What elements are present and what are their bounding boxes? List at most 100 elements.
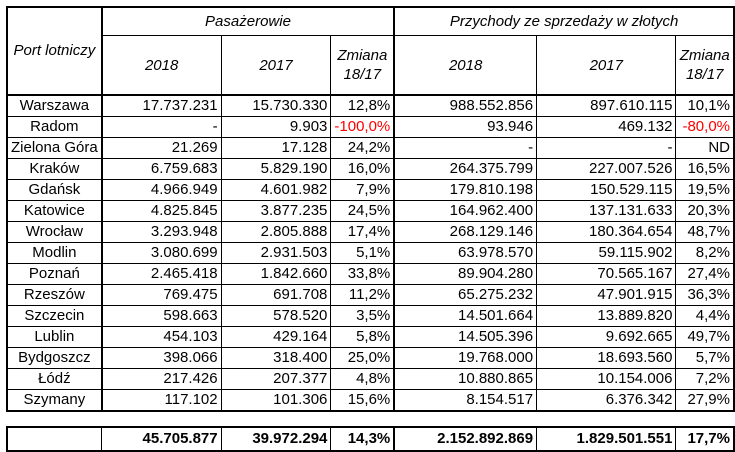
pax-change-cell: 12,8% [330,94,396,117]
table-row: Katowice 4.825.845 3.877.235 24,5% 164.962.4… [6,200,735,222]
rev-change-cell: 49,7% [675,326,735,348]
airport-cell: Katowice [6,200,103,222]
pax-change-cell: -100,0% [330,116,396,138]
pax-change-cell: 15,6% [330,389,396,412]
rev-change-cell: 10,1% [675,94,735,117]
rev-2018-cell: 179.810.198 [393,179,538,201]
header-port: Port lotniczy [6,6,103,96]
rev-2017-cell: 150.529.115 [536,179,677,201]
rev-2017-cell: 897.610.115 [536,94,677,117]
pax-2017-cell: 3.877.235 [220,200,332,222]
table-body: Warszawa 17.737.231 15.730.330 12,8% 988.552… [6,94,735,412]
rev-2017-cell: 18.693.560 [536,347,677,369]
rev-2017-cell: 227.007.526 [536,158,677,180]
airport-cell: Zielona Góra [6,137,103,159]
pax-change-cell: 25,0% [330,347,396,369]
rev-change-cell: 27,9% [675,389,735,412]
pax-2017-cell: 15.730.330 [220,94,332,117]
rev-change-cell: -80,0% [675,116,735,138]
airport-cell: Wrocław [6,221,103,243]
rev-2018-cell: 988.552.856 [393,94,538,117]
pax-2018-cell: 21.269 [101,137,222,159]
pax-2017-cell: 9.903 [220,116,332,138]
rev-2017-cell: 6.376.342 [536,389,677,412]
airport-cell: Szczecin [6,305,103,327]
rev-2018-cell: 164.962.400 [393,200,538,222]
pax-2018-cell: 217.426 [101,368,222,390]
pax-2018-cell: 6.759.683 [101,158,222,180]
pax-2018-cell: 2.465.418 [101,263,222,285]
pax-2017-cell: 318.400 [220,347,332,369]
rev-2017-cell: 10.154.006 [536,368,677,390]
table-row: Wrocław 3.293.948 2.805.888 17,4% 268.129.14… [6,221,735,243]
header-rev-2018: 2018 [394,35,538,96]
table-row: Rzeszów 769.475 691.708 11,2% 65.275.232 47.9… [6,284,735,306]
table-row: Warszawa 17.737.231 15.730.330 12,8% 988.552… [6,94,735,117]
pax-2018-cell: - [101,116,222,138]
pax-2017-cell: 578.520 [220,305,332,327]
rev-2017-cell: 9.692.665 [536,326,677,348]
airport-cell: Łódź [6,368,103,390]
pax-2018-cell: 17.737.231 [101,94,222,117]
header-group-revenue: Przychody ze sprzedaży w złotych [394,6,735,36]
rev-2017-cell: 47.901.915 [536,284,677,306]
pax-change-cell: 7,9% [330,179,396,201]
totals-rev-2018: 2.152.892.869 [393,426,538,452]
rev-2018-cell: 14.505.396 [393,326,538,348]
airport-cell: Radom [6,116,103,138]
table-row: Łódź 217.426 207.377 4,8% 10.880.865 10.154.0… [6,368,735,390]
pax-2018-cell: 3.080.699 [101,242,222,264]
rev-2017-cell: - [536,137,677,159]
pax-2017-cell: 691.708 [220,284,332,306]
rev-change-cell: 27,4% [675,263,735,285]
pax-2017-cell: 4.601.982 [220,179,332,201]
rev-change-cell: 5,7% [675,347,735,369]
rev-2018-cell: 93.946 [393,116,538,138]
table-row: Szymany 117.102 101.306 15,6% 8.154.517 6.376… [6,389,735,412]
pax-2018-cell: 598.663 [101,305,222,327]
pax-2017-cell: 207.377 [220,368,332,390]
totals-rev-2017: 1.829.501.551 [536,426,677,452]
header-pax-2018: 2018 [101,35,222,96]
pax-change-cell: 5,8% [330,326,396,348]
table-row: Lublin 454.103 429.164 5,8% 14.505.396 9.692.… [6,326,735,348]
rev-change-cell: 16,5% [675,158,735,180]
pax-change-cell: 5,1% [330,242,396,264]
rev-change-cell: 8,2% [675,242,735,264]
airport-cell: Warszawa [6,94,103,117]
rev-2017-cell: 137.131.633 [536,200,677,222]
airport-cell: Bydgoszcz [6,347,103,369]
pax-2017-cell: 5.829.190 [220,158,332,180]
rev-2018-cell: 8.154.517 [393,389,538,412]
table-row: Szczecin 598.663 578.520 3,5% 14.501.664 13.8… [6,305,735,327]
table-row: Zielona Góra 21.269 17.128 24,2% - - ND [6,137,735,159]
table-row: Radom -9.903 -100,0% 93.946 469.132 -80,0% [6,116,735,138]
totals-label-cell [6,426,103,452]
rev-2017-cell: 13.889.820 [536,305,677,327]
pax-2017-cell: 2.805.888 [220,221,332,243]
rev-2017-cell: 59.115.902 [536,242,677,264]
rev-2018-cell: 14.501.664 [393,305,538,327]
pax-change-cell: 11,2% [330,284,396,306]
header-rev-2017: 2017 [536,35,677,96]
totals-row: 45.705.877 39.972.294 14,3% 2.152.892.86… [6,426,735,452]
pax-2018-cell: 769.475 [101,284,222,306]
rev-2018-cell: 19.768.000 [393,347,538,369]
pax-2018-cell: 398.066 [101,347,222,369]
pax-change-cell: 16,0% [330,158,396,180]
rev-2017-cell: 469.132 [536,116,677,138]
rev-2018-cell: 268.129.146 [393,221,538,243]
pax-2017-cell: 1.842.660 [220,263,332,285]
header-pax-2017: 2017 [221,35,332,96]
header-port-label: Port lotniczy [13,42,96,59]
airports-table: Port lotniczy Pasażerowie Przychody ze s… [6,6,735,452]
airport-cell: Rzeszów [6,284,103,306]
totals-pax-change: 14,3% [330,426,396,452]
rev-2017-cell: 70.565.167 [536,263,677,285]
rev-2018-cell: 10.880.865 [393,368,538,390]
pax-change-cell: 24,2% [330,137,396,159]
totals-pax-2017: 39.972.294 [220,426,332,452]
pax-2018-cell: 4.966.949 [101,179,222,201]
rev-change-cell: 20,3% [675,200,735,222]
airport-cell: Poznań [6,263,103,285]
